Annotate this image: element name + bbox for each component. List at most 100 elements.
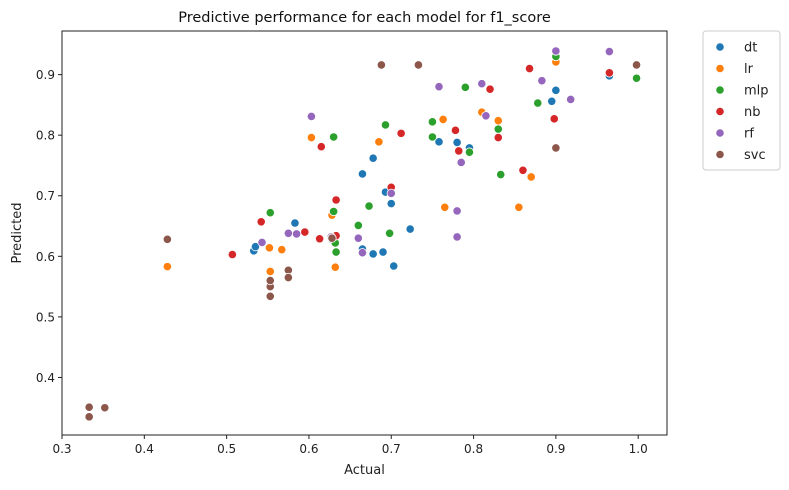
data-point	[265, 208, 275, 218]
data-point	[454, 146, 464, 156]
legend-item-mlp: mlp	[715, 84, 769, 99]
legend: dt lr mlp nb rf svc	[702, 30, 781, 171]
series-rf	[257, 46, 614, 258]
data-point	[450, 125, 461, 135]
legend-marker	[715, 128, 725, 138]
series-dt	[249, 71, 614, 271]
data-point	[481, 111, 491, 121]
data-point	[452, 206, 462, 216]
points-layer	[84, 46, 642, 422]
series-nb	[227, 63, 614, 260]
data-point	[331, 195, 341, 205]
legend-item-svc: svc	[715, 148, 766, 163]
data-point	[84, 412, 94, 422]
data-point	[533, 98, 543, 108]
x-tick-label: 0.3	[52, 442, 71, 456]
data-point	[514, 202, 524, 212]
data-point	[330, 262, 340, 272]
data-point	[227, 249, 237, 260]
data-point	[526, 172, 536, 182]
data-point	[250, 242, 261, 252]
data-point	[493, 124, 503, 134]
series-mlp	[265, 51, 642, 257]
data-point	[452, 137, 462, 148]
data-point	[551, 143, 561, 153]
data-point	[357, 169, 368, 179]
data-point	[631, 73, 642, 83]
y-tick-label: 0.6	[36, 250, 55, 264]
y-tick-label: 0.4	[36, 371, 55, 385]
data-point	[434, 82, 444, 92]
legend-item-lr: lr	[715, 62, 754, 77]
x-tick-label: 0.5	[217, 442, 236, 456]
legend-label: mlp	[744, 84, 769, 99]
x-tick-label: 0.6	[299, 442, 318, 456]
y-tick-label: 0.9	[36, 68, 55, 82]
data-point	[631, 60, 642, 70]
data-point	[162, 262, 172, 272]
data-point	[477, 79, 487, 89]
legend-label: svc	[744, 148, 766, 163]
data-point	[485, 84, 495, 94]
data-point	[427, 117, 438, 127]
data-point	[368, 153, 378, 163]
data-point	[265, 275, 275, 286]
data-point	[493, 133, 503, 143]
legend-marker	[715, 106, 725, 117]
data-point	[566, 94, 576, 105]
x-tick-label: 0.4	[135, 442, 154, 456]
data-point	[353, 220, 363, 231]
data-point	[460, 82, 470, 92]
data-point	[551, 46, 561, 56]
data-point	[551, 85, 561, 95]
data-point	[329, 132, 339, 142]
data-point	[440, 202, 450, 212]
data-point	[493, 116, 503, 126]
data-point	[277, 245, 287, 255]
legend-item-nb: nb	[715, 105, 761, 120]
chart-title: Predictive performance for each model fo…	[178, 10, 551, 26]
data-point	[604, 68, 614, 78]
data-point	[427, 132, 438, 142]
data-point	[549, 114, 559, 124]
data-point	[396, 128, 406, 138]
data-point	[389, 261, 399, 271]
data-point	[283, 272, 293, 283]
data-point	[316, 142, 326, 152]
y-tick-label: 0.5	[36, 310, 55, 324]
data-point	[374, 137, 384, 147]
data-point	[300, 227, 310, 237]
data-point	[385, 228, 395, 238]
data-point	[306, 133, 317, 143]
data-point	[386, 188, 396, 198]
legend-marker	[715, 85, 725, 95]
y-tick-label: 0.8	[36, 129, 55, 143]
data-point	[380, 120, 391, 130]
data-point	[604, 46, 614, 57]
data-point	[100, 403, 110, 413]
x-axis-label: Actual	[344, 463, 385, 478]
data-point	[524, 63, 535, 74]
x-tick-label: 1.0	[629, 442, 648, 456]
data-point	[518, 165, 528, 175]
data-point	[405, 224, 415, 234]
data-point	[291, 229, 302, 239]
data-point	[496, 169, 506, 180]
data-point	[378, 247, 388, 257]
series-lr	[162, 57, 614, 277]
data-point	[84, 402, 94, 412]
plot-frame	[61, 30, 668, 436]
data-point	[368, 249, 378, 259]
data-point	[353, 233, 363, 243]
legend-label: nb	[744, 105, 761, 120]
y-axis: 0.4 0.5 0.6 0.7 0.8 0.9	[36, 68, 62, 385]
data-point	[327, 233, 337, 243]
legend-label: dt	[744, 41, 757, 56]
x-axis: 0.3 0.4 0.5 0.6 0.7 0.8 0.9 1.0	[52, 435, 648, 456]
legend-label: lr	[744, 62, 754, 77]
legend-item-rf: rf	[715, 127, 754, 142]
legend-label: rf	[744, 127, 754, 142]
data-point	[329, 206, 339, 217]
data-point	[357, 248, 368, 258]
